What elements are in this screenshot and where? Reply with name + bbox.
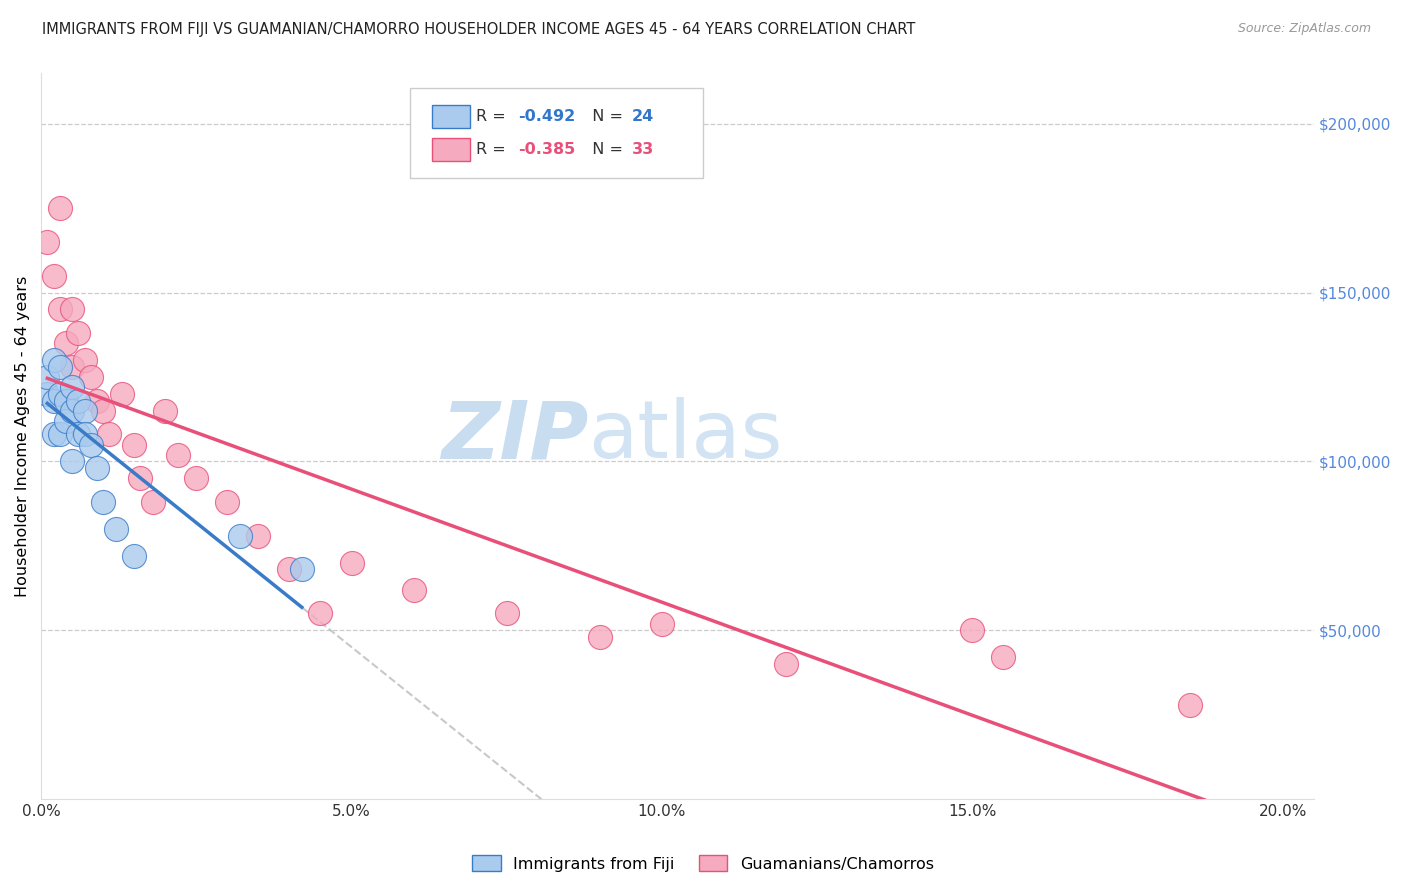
Point xyxy=(37,387,59,401)
Point xyxy=(186,471,208,485)
FancyBboxPatch shape xyxy=(432,105,470,128)
Text: ZIP: ZIP xyxy=(441,397,588,475)
Point xyxy=(340,556,363,570)
Text: -0.492: -0.492 xyxy=(519,110,575,124)
Point xyxy=(73,353,96,368)
Point xyxy=(993,650,1015,665)
FancyBboxPatch shape xyxy=(411,87,703,178)
Point xyxy=(775,657,797,671)
Text: N =: N = xyxy=(582,142,628,157)
Point xyxy=(217,495,239,509)
Text: IMMIGRANTS FROM FIJI VS GUAMANIAN/CHAMORRO HOUSEHOLDER INCOME AGES 45 - 64 YEARS: IMMIGRANTS FROM FIJI VS GUAMANIAN/CHAMOR… xyxy=(42,22,915,37)
Point xyxy=(42,268,65,283)
Point xyxy=(247,529,270,543)
Text: 24: 24 xyxy=(631,110,654,124)
Point xyxy=(1178,698,1201,712)
Point xyxy=(651,616,673,631)
Point xyxy=(55,414,77,428)
Point xyxy=(86,461,108,475)
FancyBboxPatch shape xyxy=(432,137,470,161)
Point xyxy=(60,403,83,417)
Text: R =: R = xyxy=(477,110,512,124)
Point xyxy=(48,302,70,317)
Point xyxy=(37,370,59,384)
Text: 33: 33 xyxy=(631,142,654,157)
Point xyxy=(42,393,65,408)
Point xyxy=(60,380,83,394)
Point xyxy=(291,562,314,576)
Point xyxy=(402,582,425,597)
Point xyxy=(98,427,121,442)
Point xyxy=(309,607,332,621)
Point xyxy=(122,437,145,451)
Text: Source: ZipAtlas.com: Source: ZipAtlas.com xyxy=(1237,22,1371,36)
Y-axis label: Householder Income Ages 45 - 64 years: Householder Income Ages 45 - 64 years xyxy=(15,276,30,597)
Point xyxy=(60,359,83,374)
Point xyxy=(80,437,103,451)
Legend: Immigrants from Fiji, Guamanians/Chamorros: Immigrants from Fiji, Guamanians/Chamorr… xyxy=(464,847,942,880)
Point xyxy=(42,427,65,442)
Point xyxy=(278,562,301,576)
Point xyxy=(55,393,77,408)
Point xyxy=(73,427,96,442)
Point xyxy=(60,302,83,317)
Point xyxy=(962,624,984,638)
Point xyxy=(155,403,177,417)
Point xyxy=(80,370,103,384)
Text: -0.385: -0.385 xyxy=(519,142,575,157)
Point xyxy=(37,235,59,249)
Point xyxy=(589,630,612,644)
Point xyxy=(48,359,70,374)
Point xyxy=(55,336,77,351)
Point xyxy=(122,549,145,563)
Point xyxy=(142,495,165,509)
Point xyxy=(48,201,70,215)
Point xyxy=(48,427,70,442)
Point xyxy=(67,326,90,340)
Point xyxy=(111,387,134,401)
Point xyxy=(48,387,70,401)
Point xyxy=(229,529,252,543)
Text: R =: R = xyxy=(477,142,512,157)
Point xyxy=(495,607,517,621)
Point xyxy=(129,471,152,485)
Point xyxy=(67,393,90,408)
Point xyxy=(104,522,127,536)
Text: atlas: atlas xyxy=(588,397,783,475)
Point xyxy=(91,403,114,417)
Point xyxy=(67,427,90,442)
Point xyxy=(73,403,96,417)
Point xyxy=(60,454,83,468)
Point xyxy=(91,495,114,509)
Point xyxy=(42,353,65,368)
Text: N =: N = xyxy=(582,110,628,124)
Point xyxy=(166,448,188,462)
Point xyxy=(86,393,108,408)
